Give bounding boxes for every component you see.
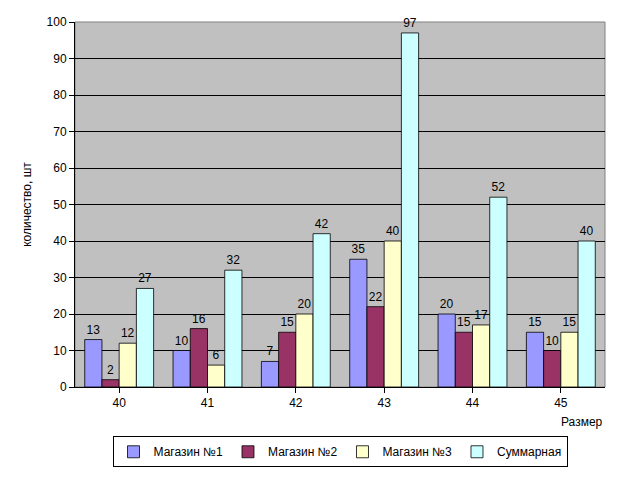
svg-text:41: 41 [201,396,215,410]
svg-text:15: 15 [280,315,294,329]
svg-text:10: 10 [545,334,559,348]
svg-text:20: 20 [53,307,67,321]
svg-text:42: 42 [315,217,329,231]
svg-text:12: 12 [121,326,135,340]
svg-text:10: 10 [53,344,67,358]
svg-text:60: 60 [53,161,67,175]
svg-text:100: 100 [47,15,67,29]
svg-text:20: 20 [298,297,312,311]
svg-text:97: 97 [403,16,417,30]
svg-text:40: 40 [53,234,67,248]
svg-text:40: 40 [112,396,126,410]
svg-text:15: 15 [457,315,471,329]
svg-text:42: 42 [289,396,303,410]
svg-text:2: 2 [107,363,114,377]
svg-text:52: 52 [492,180,506,194]
svg-text:45: 45 [554,396,568,410]
svg-text:15: 15 [528,315,542,329]
svg-text:Магазин №2: Магазин №2 [268,445,337,459]
svg-text:16: 16 [192,312,206,326]
svg-text:40: 40 [580,224,594,238]
svg-text:7: 7 [266,344,273,358]
svg-text:6: 6 [213,348,220,362]
svg-text:43: 43 [377,396,391,410]
svg-text:50: 50 [53,198,67,212]
svg-text:40: 40 [386,224,400,238]
svg-text:30: 30 [53,271,67,285]
svg-text:0: 0 [60,380,67,394]
svg-text:17: 17 [474,308,488,322]
svg-text:13: 13 [86,323,100,337]
svg-text:80: 80 [53,88,67,102]
svg-text:Суммарная: Суммарная [497,445,561,459]
svg-text:Магазин №3: Магазин №3 [382,445,451,459]
svg-text:44: 44 [466,396,480,410]
svg-text:90: 90 [53,52,67,66]
svg-text:22: 22 [369,290,383,304]
svg-text:20: 20 [440,297,454,311]
svg-text:Магазин №1: Магазин №1 [154,445,223,459]
svg-text:32: 32 [227,253,241,267]
svg-text:15: 15 [563,315,577,329]
svg-text:35: 35 [351,242,365,256]
svg-text:количество, шт: количество, шт [20,162,34,247]
svg-text:70: 70 [53,125,67,139]
svg-text:Размер: Размер [561,415,603,429]
svg-text:27: 27 [138,271,152,285]
svg-text:10: 10 [175,334,189,348]
